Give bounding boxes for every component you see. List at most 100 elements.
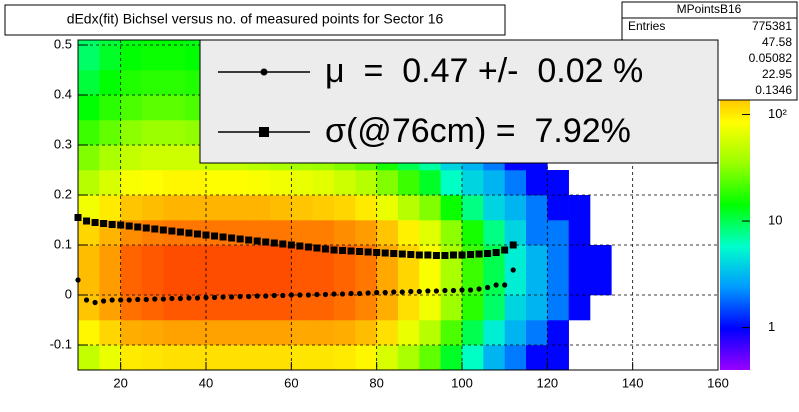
cell (440, 170, 463, 196)
cell (590, 270, 612, 296)
cell (376, 295, 399, 321)
marker (321, 245, 329, 253)
cell (504, 195, 527, 221)
cell (120, 320, 143, 346)
cell (334, 220, 356, 246)
cell (270, 245, 292, 271)
cell (163, 70, 185, 96)
cell (590, 170, 612, 195)
marker (467, 287, 474, 293)
cell (270, 195, 292, 221)
cell (462, 320, 484, 346)
cell (483, 320, 505, 346)
marker (476, 286, 482, 292)
cell (355, 320, 377, 346)
cell (142, 95, 164, 121)
marker (331, 291, 337, 297)
cell (248, 270, 271, 296)
marker (424, 251, 432, 259)
cell (78, 40, 100, 46)
profiles (74, 214, 517, 306)
cell (142, 70, 164, 96)
cell (184, 170, 207, 196)
cell (547, 345, 569, 371)
cell (355, 270, 377, 296)
cell (120, 270, 143, 296)
marker (433, 288, 439, 294)
marker (390, 250, 398, 257)
marker (416, 288, 422, 295)
marker (493, 282, 499, 288)
cell (248, 295, 271, 321)
cell (248, 320, 271, 346)
cell (270, 320, 292, 346)
cell (184, 345, 207, 371)
cell (291, 245, 313, 271)
marker (219, 233, 227, 241)
cell (590, 245, 612, 271)
cell (291, 220, 313, 246)
title-box (4, 4, 506, 36)
marker (254, 293, 260, 299)
cell (398, 320, 420, 346)
marker (442, 287, 448, 294)
marker (407, 251, 415, 258)
legend-marker (259, 127, 269, 137)
y-tick-label: 0.1 (54, 236, 72, 251)
cell (526, 220, 548, 246)
cell (184, 40, 207, 46)
cell (99, 270, 121, 296)
marker (425, 288, 431, 294)
cell (142, 270, 164, 296)
marker (492, 249, 500, 256)
marker (117, 221, 125, 229)
cell (462, 220, 484, 246)
z-tick-label: 1 (768, 319, 775, 334)
cell (590, 320, 612, 345)
cell (568, 220, 591, 246)
marker (510, 267, 516, 273)
cell (206, 170, 228, 196)
cell (206, 245, 228, 271)
cell (270, 295, 292, 321)
marker (186, 295, 192, 301)
cell (78, 45, 100, 71)
marker (373, 249, 381, 256)
cell (569, 170, 591, 195)
cell (504, 345, 527, 371)
cell (78, 195, 100, 221)
cell (142, 40, 164, 46)
cell (398, 295, 420, 321)
cell (440, 295, 463, 321)
cell (398, 195, 420, 221)
cell (142, 120, 164, 146)
cell (99, 320, 121, 346)
marker (202, 231, 210, 239)
stats-value: 0.1346 (755, 83, 792, 97)
cell (206, 320, 228, 346)
cell (483, 220, 505, 246)
stats-value: 22.95 (762, 67, 792, 81)
marker (399, 289, 405, 295)
cell (163, 95, 185, 121)
cell (398, 220, 420, 246)
cell (526, 320, 548, 346)
cell (312, 345, 335, 371)
x-tick-label: 140 (622, 375, 644, 390)
marker (356, 248, 364, 255)
cell (227, 245, 249, 271)
cell (270, 270, 292, 296)
cell (142, 45, 164, 71)
cell (99, 95, 121, 121)
cell (120, 40, 143, 46)
cell (142, 345, 164, 371)
cell (462, 345, 484, 371)
axes: 20 40 60 80 100 120 140 160 -0.1 0 0.1 0.2 0.3 0.4 0.5… (50, 36, 788, 390)
stats-label: Entries (628, 19, 665, 33)
marker (168, 227, 176, 235)
marker (357, 290, 363, 297)
marker (211, 294, 218, 301)
cell (504, 270, 527, 296)
cell (547, 220, 569, 246)
